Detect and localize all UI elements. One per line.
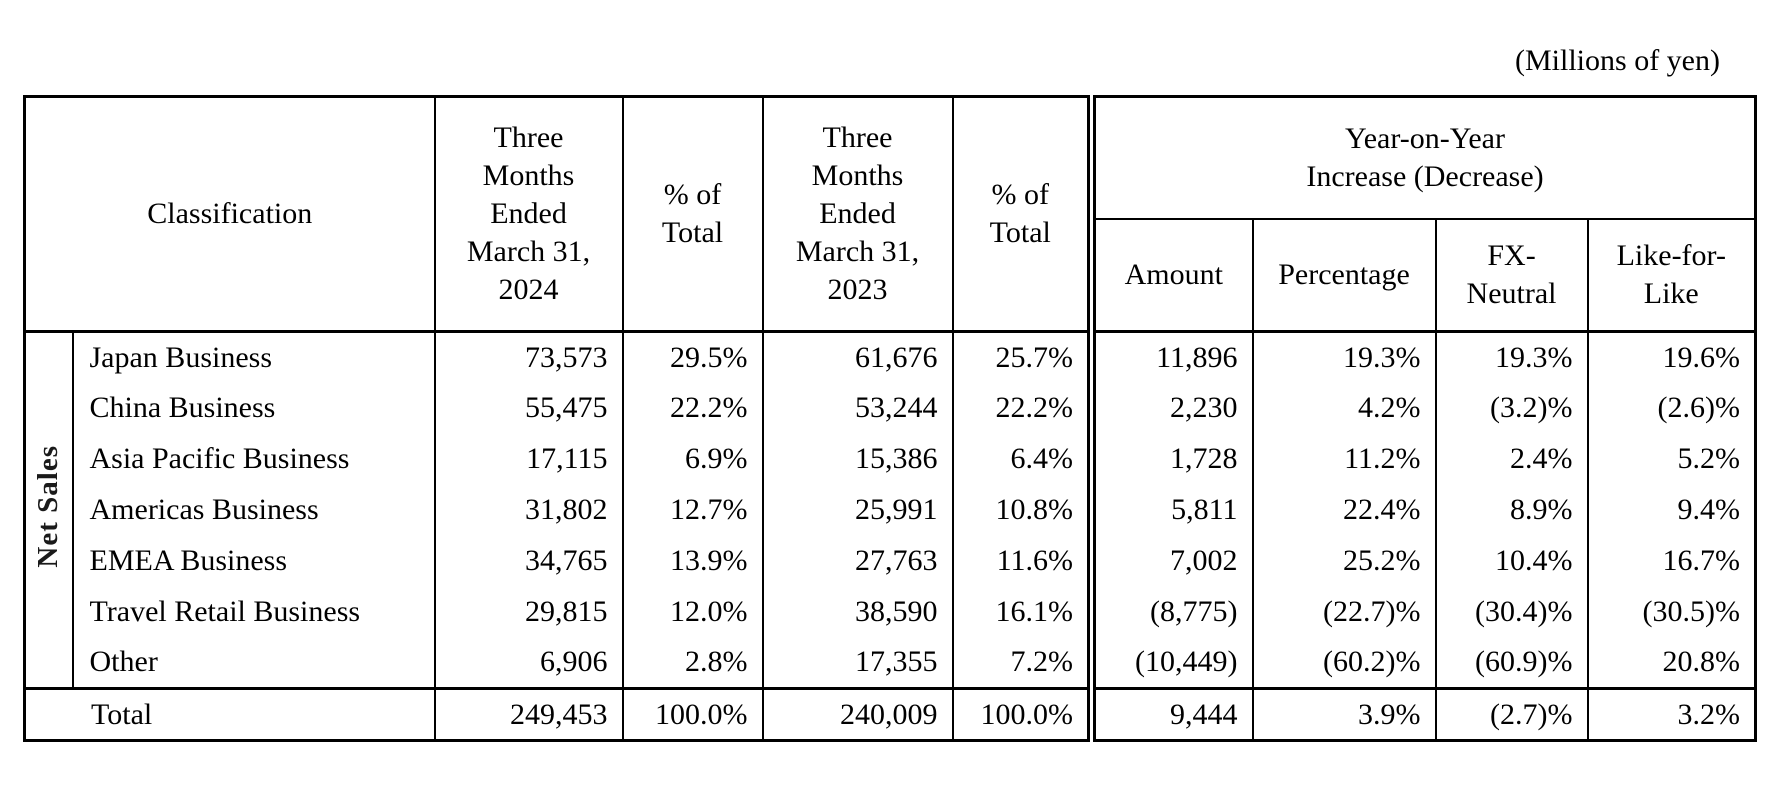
cell-value: 53,244 [761,382,954,434]
header-yoy: Year-on-Year Increase (Decrease) [1087,95,1757,220]
header-row-top: Classification Three Months Ended March … [23,95,1757,333]
cell-value: 10.8% [951,484,1093,536]
cell-value: (22.7)% [1251,586,1437,638]
cell-value: 19.3% [1434,331,1589,383]
header-3m-2023: Three Months Ended March 31, 2023 [761,95,954,333]
cell-value: 2,230 [1087,382,1254,434]
table-row: Travel Retail Business 29,815 12.0% 38,5… [25,586,1757,638]
table-row: Net Sales Japan Business 73,573 29.5% 61… [23,331,1757,689]
cell-value: 9,444 [1087,687,1254,741]
total-label: Total [23,687,436,741]
cell-value: 1,728 [1087,433,1254,485]
row-label: China Business [71,382,436,434]
cell-value: 6.9% [621,433,764,485]
cell-value: (8,775) [1087,586,1254,638]
header-yoy-amount: Amount [1087,217,1254,333]
cell-value: 17,355 [761,637,954,689]
row-label: Japan Business [71,331,436,383]
cell-value: (2.7)% [1434,687,1589,741]
header-3m-2024: Three Months Ended March 31, 2024 [433,95,624,333]
cell-value: 100.0% [951,687,1093,741]
table-row: Americas Business 31,802 12.7% 25,991 10… [25,484,1757,536]
cell-value: 6,906 [433,637,624,689]
header-pct-of-total-2024: % of Total [621,95,764,333]
total-row: Total 249,453 100.0% 240,009 100.0% 9,44… [23,687,1757,741]
cell-value: 8.9% [1434,484,1589,536]
cell-value: 2.8% [621,637,764,689]
cell-value: 25.7% [951,331,1093,383]
cell-value: 22.2% [621,382,764,434]
cell-value: 55,475 [433,382,624,434]
row-label: EMEA Business [71,535,436,587]
cell-value: 17,115 [433,433,624,485]
cell-value: (30.5)% [1586,586,1757,638]
cell-value: 15,386 [761,433,954,485]
cell-value: 73,573 [433,331,624,383]
header-yoy-percentage: Percentage [1251,217,1437,333]
cell-value: 13.9% [621,535,764,587]
row-label: Travel Retail Business [71,586,436,638]
net-sales-table-wrap: Classification Three Months Ended March … [23,95,1758,742]
cell-value: 61,676 [761,331,954,383]
cell-value: 38,590 [761,586,954,638]
cell-value: 3.9% [1251,687,1437,741]
cell-value: 7,002 [1087,535,1254,587]
cell-value: 25,991 [761,484,954,536]
cell-value: 100.0% [621,687,764,741]
header-yoy-like-for-like: Like-for- Like [1586,217,1757,333]
cell-value: 20.8% [1586,637,1757,689]
cell-value: 5,811 [1087,484,1254,536]
cell-value: 10.4% [1434,535,1589,587]
cell-value: (2.6)% [1586,382,1757,434]
cell-value: 25.2% [1251,535,1437,587]
header-classification: Classification [23,95,436,333]
cell-value: 2.4% [1434,433,1589,485]
table-row: EMEA Business 34,765 13.9% 27,763 11.6% … [25,535,1757,587]
cell-value: 9.4% [1586,484,1757,536]
cell-value: (10,449) [1087,637,1254,689]
row-label: Other [71,637,436,689]
header-yoy-fx-neutral: FX- Neutral [1434,217,1589,333]
cell-value: (60.9)% [1434,637,1589,689]
cell-value: 27,763 [761,535,954,587]
cell-value: 22.4% [1251,484,1437,536]
cell-value: 12.7% [621,484,764,536]
header-row-sub: Amount Percentage FX- Neutral Like-for- … [25,217,1757,333]
cell-value: 249,453 [433,687,624,741]
header-pct-of-total-2023: % of Total [951,95,1093,333]
cell-value: 4.2% [1251,382,1437,434]
cell-value: 29.5% [621,331,764,383]
table-row: Asia Pacific Business 17,115 6.9% 15,386… [25,433,1757,485]
row-label: Americas Business [71,484,436,536]
units-caption: (Millions of yen) [1515,44,1720,77]
cell-value: 16.1% [951,586,1093,638]
net-sales-group-label: Net Sales [32,444,65,568]
cell-value: 11.2% [1251,433,1437,485]
cell-value: 11.6% [951,535,1093,587]
cell-value: (60.2)% [1251,637,1437,689]
row-label: Asia Pacific Business [71,433,436,485]
cell-value: 5.2% [1586,433,1757,485]
cell-value: 12.0% [621,586,764,638]
cell-value: (3.2)% [1434,382,1589,434]
cell-value: 22.2% [951,382,1093,434]
cell-value: 240,009 [761,687,954,741]
net-sales-group-cell: Net Sales [23,331,74,689]
cell-value: 19.3% [1251,331,1437,383]
cell-value: 19.6% [1586,331,1757,383]
cell-value: 3.2% [1586,687,1757,741]
cell-value: 16.7% [1586,535,1757,587]
cell-value: 29,815 [433,586,624,638]
cell-value: 7.2% [951,637,1093,689]
cell-value: 11,896 [1087,331,1254,383]
net-sales-table: Classification Three Months Ended March … [23,95,1758,742]
table-row: Other 6,906 2.8% 17,355 7.2% (10,449) (6… [25,637,1757,689]
table-row: China Business 55,475 22.2% 53,244 22.2%… [25,382,1757,434]
cell-value: 6.4% [951,433,1093,485]
cell-value: 31,802 [433,484,624,536]
cell-value: (30.4)% [1434,586,1589,638]
cell-value: 34,765 [433,535,624,587]
